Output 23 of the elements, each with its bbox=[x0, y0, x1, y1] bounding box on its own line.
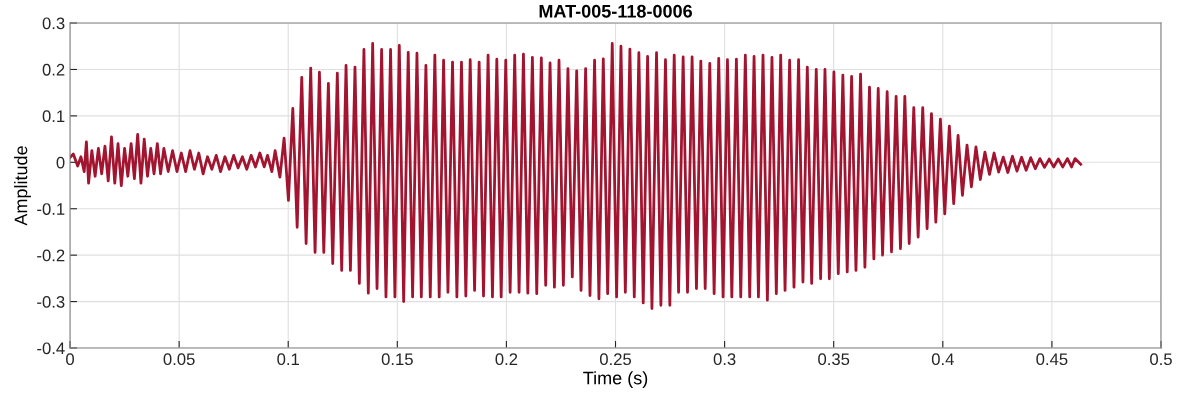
y-axis-title: Amplitude bbox=[14, 146, 31, 226]
y-tick-label: 0.1 bbox=[42, 110, 65, 123]
line-series bbox=[70, 42, 1083, 310]
y-tick-label: -0.1 bbox=[37, 203, 65, 215]
x-tick-label: 0.35 bbox=[818, 353, 850, 366]
y-tick-label: -0.3 bbox=[37, 295, 65, 308]
x-tick-label: 0.45 bbox=[1036, 353, 1068, 366]
y-tick-label: -0.2 bbox=[37, 249, 65, 262]
chart-title: MAT-005-118-0006 bbox=[539, 4, 692, 18]
x-tick-label: 0 bbox=[66, 353, 75, 366]
x-tick-label: 0.15 bbox=[381, 353, 413, 366]
y-tick-label: 0.2 bbox=[42, 63, 65, 76]
x-tick-label: 0.25 bbox=[599, 353, 632, 366]
y-tick-label: 0.3 bbox=[42, 17, 65, 30]
x-tick-label: 0.2 bbox=[495, 353, 518, 366]
x-tick-label: 0.3 bbox=[713, 353, 736, 366]
x-tick-label: 0.5 bbox=[1150, 353, 1172, 366]
x-axis-title: Time (s) bbox=[583, 371, 648, 388]
x-tick-label: 0.1 bbox=[277, 353, 299, 366]
x-tick-label: 0.05 bbox=[163, 353, 195, 366]
y-tick-label: 0 bbox=[56, 156, 65, 169]
x-tick-label: 0.4 bbox=[931, 353, 954, 366]
y-tick-label: -0.4 bbox=[37, 342, 65, 355]
